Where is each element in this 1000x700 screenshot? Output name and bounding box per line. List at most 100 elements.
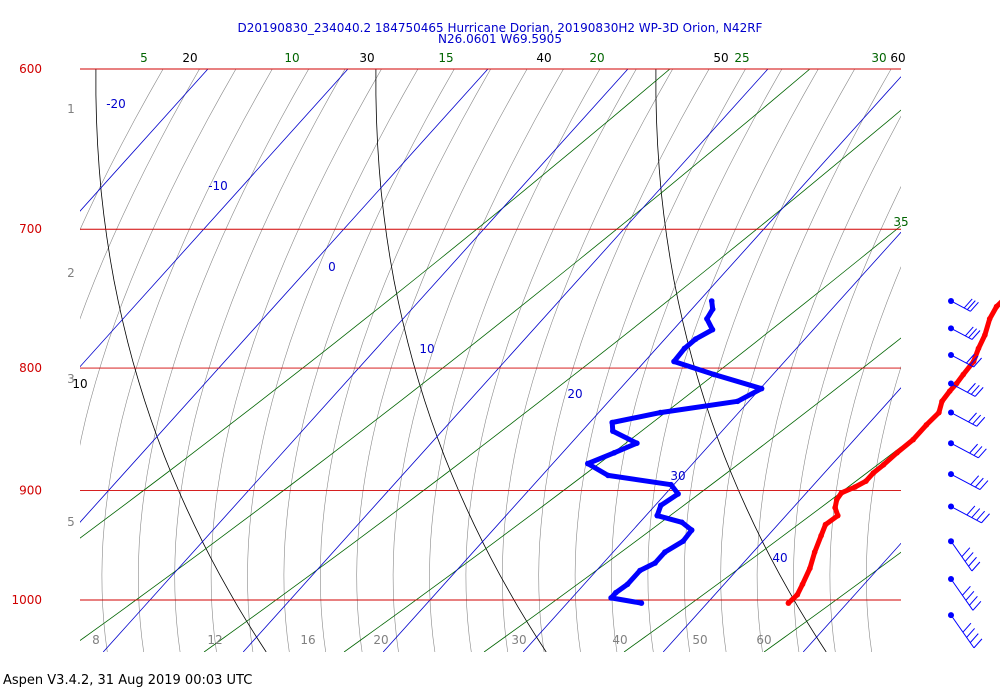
dewpoint-trace-point: [658, 502, 664, 509]
moist-adiabat: [174, 69, 346, 652]
temperature-trace-point: [870, 470, 877, 476]
moist-adiabat: [574, 69, 746, 652]
isotherm-label: 0: [328, 260, 336, 274]
pressure-label: 800: [19, 361, 42, 375]
wind-barb-staff: [950, 506, 982, 524]
wind-barb-flag: [965, 353, 975, 364]
left-scale-label: 3: [67, 372, 75, 386]
dry-adiabat-label: 20: [182, 51, 197, 65]
wind-barb-point: [948, 380, 954, 387]
wind-barb-flag: [977, 448, 987, 459]
moist-adiabat: [80, 69, 200, 320]
dewpoint-trace-point: [680, 538, 686, 544]
moist-adiabat: [538, 69, 710, 652]
wind-barb-point: [948, 440, 954, 447]
temperature-trace-point: [794, 592, 801, 598]
isotherm-label: -20: [106, 97, 126, 111]
wind-barb-flag: [972, 600, 982, 611]
isotherm: [242, 69, 769, 652]
temperature-trace-point: [993, 303, 1000, 310]
dewpoint-trace-point: [624, 581, 631, 588]
temperature-trace-point: [910, 436, 916, 443]
wind-barb-staff: [950, 354, 974, 368]
chart-labels: 600 700 800 900 1000 -20 -10 0 10 20 30 40 20 30 40 50 6…: [11, 51, 908, 647]
mixing-ratio-line: [483, 337, 901, 652]
temperature-trace-point: [852, 484, 858, 490]
moist-adiabat: [137, 69, 309, 652]
temperature-trace-point: [936, 409, 942, 416]
moist-adiabat: [829, 266, 901, 652]
temperature-trace-point: [880, 462, 887, 468]
dewpoint-trace-point: [675, 491, 681, 497]
isotherm-label: -10: [208, 179, 228, 193]
dry-adiabat-label: 30: [359, 51, 374, 65]
wind-barb-point: [948, 538, 954, 545]
dewpoint-trace-point: [679, 519, 685, 526]
moist-adiabat: [465, 69, 637, 652]
moist-adiabat: [319, 69, 491, 652]
dry-adiabat-label: 60: [890, 51, 905, 65]
isotherm: [662, 387, 901, 652]
dewpoint-trace-point: [704, 316, 710, 322]
dewpoint-trace-point: [668, 481, 674, 488]
dewpoint-trace-point: [637, 567, 643, 574]
wind-barb-staff: [950, 327, 973, 340]
isotherm: [80, 69, 489, 523]
chart-grid: [80, 68, 1000, 652]
temperature-trace-point: [953, 380, 960, 387]
moist-adiabat: [210, 69, 382, 652]
moist-adiabat-label: 30: [511, 633, 526, 647]
wind-barb-flag: [970, 475, 980, 485]
isotherm: [802, 542, 901, 652]
temperature-trace-point: [799, 581, 806, 588]
wind-barb-staff: [950, 578, 974, 611]
dewpoint-trace-point: [711, 371, 717, 378]
temperature-trace-point: [835, 512, 841, 519]
temperature-trace-point: [811, 549, 818, 555]
wind-barb-staff: [950, 300, 971, 312]
moist-adiabat: [283, 69, 455, 652]
wind-barb-flag: [969, 633, 979, 643]
temperature-trace-point: [863, 478, 869, 485]
dewpoint-trace-point: [681, 345, 688, 352]
temperature-trace-point: [975, 345, 982, 352]
left-scale-label: 1: [67, 102, 75, 116]
wind-barb-flag: [970, 384, 980, 395]
wind-barb-point: [948, 351, 954, 358]
wind-barb-flag: [967, 382, 976, 393]
dewpoint-trace-point: [611, 450, 617, 456]
isotherm: [80, 69, 209, 212]
wind-barb-point: [948, 325, 954, 332]
chart-subtitle: N26.0601 W69.5905: [438, 32, 562, 46]
wind-barb-flag: [973, 446, 983, 456]
wind-barb-flag: [962, 622, 972, 633]
dewpoint-trace-point: [610, 428, 616, 434]
grid-lines: [80, 69, 1000, 652]
chart-profiles: [585, 298, 1000, 606]
moist-adiabat: [247, 69, 419, 652]
wind-barb-flag: [966, 628, 975, 638]
wind-barb-flag: [974, 477, 984, 488]
dewpoint-trace-point: [585, 460, 591, 467]
moist-adiabat: [429, 69, 601, 652]
wind-barb-staff: [950, 614, 975, 649]
moist-adiabat: [903, 69, 1000, 652]
dewpoint-trace-point: [657, 409, 664, 416]
mixing-ratio-label: 5: [140, 51, 148, 65]
wind-barb-flag: [971, 508, 981, 518]
moist-adiabat: [865, 365, 901, 652]
wind-barb-point: [948, 575, 954, 582]
mixing-ratio-label: 25: [734, 51, 749, 65]
moist-adiabat: [611, 69, 783, 652]
isotherm: [382, 76, 901, 652]
mixing-ratio-label: 30: [871, 51, 886, 65]
wind-barb-flag: [973, 357, 982, 368]
wind-barb-flag: [981, 513, 990, 524]
wind-barb-flag: [966, 300, 976, 310]
temperature-trace-point: [838, 490, 845, 496]
wind-barb-staff: [950, 412, 978, 427]
mixing-ratio-line: [343, 225, 901, 652]
temperature-trace-point: [832, 504, 838, 511]
wind-barb-flag: [974, 387, 984, 397]
dewpoint-trace-point: [671, 358, 677, 365]
